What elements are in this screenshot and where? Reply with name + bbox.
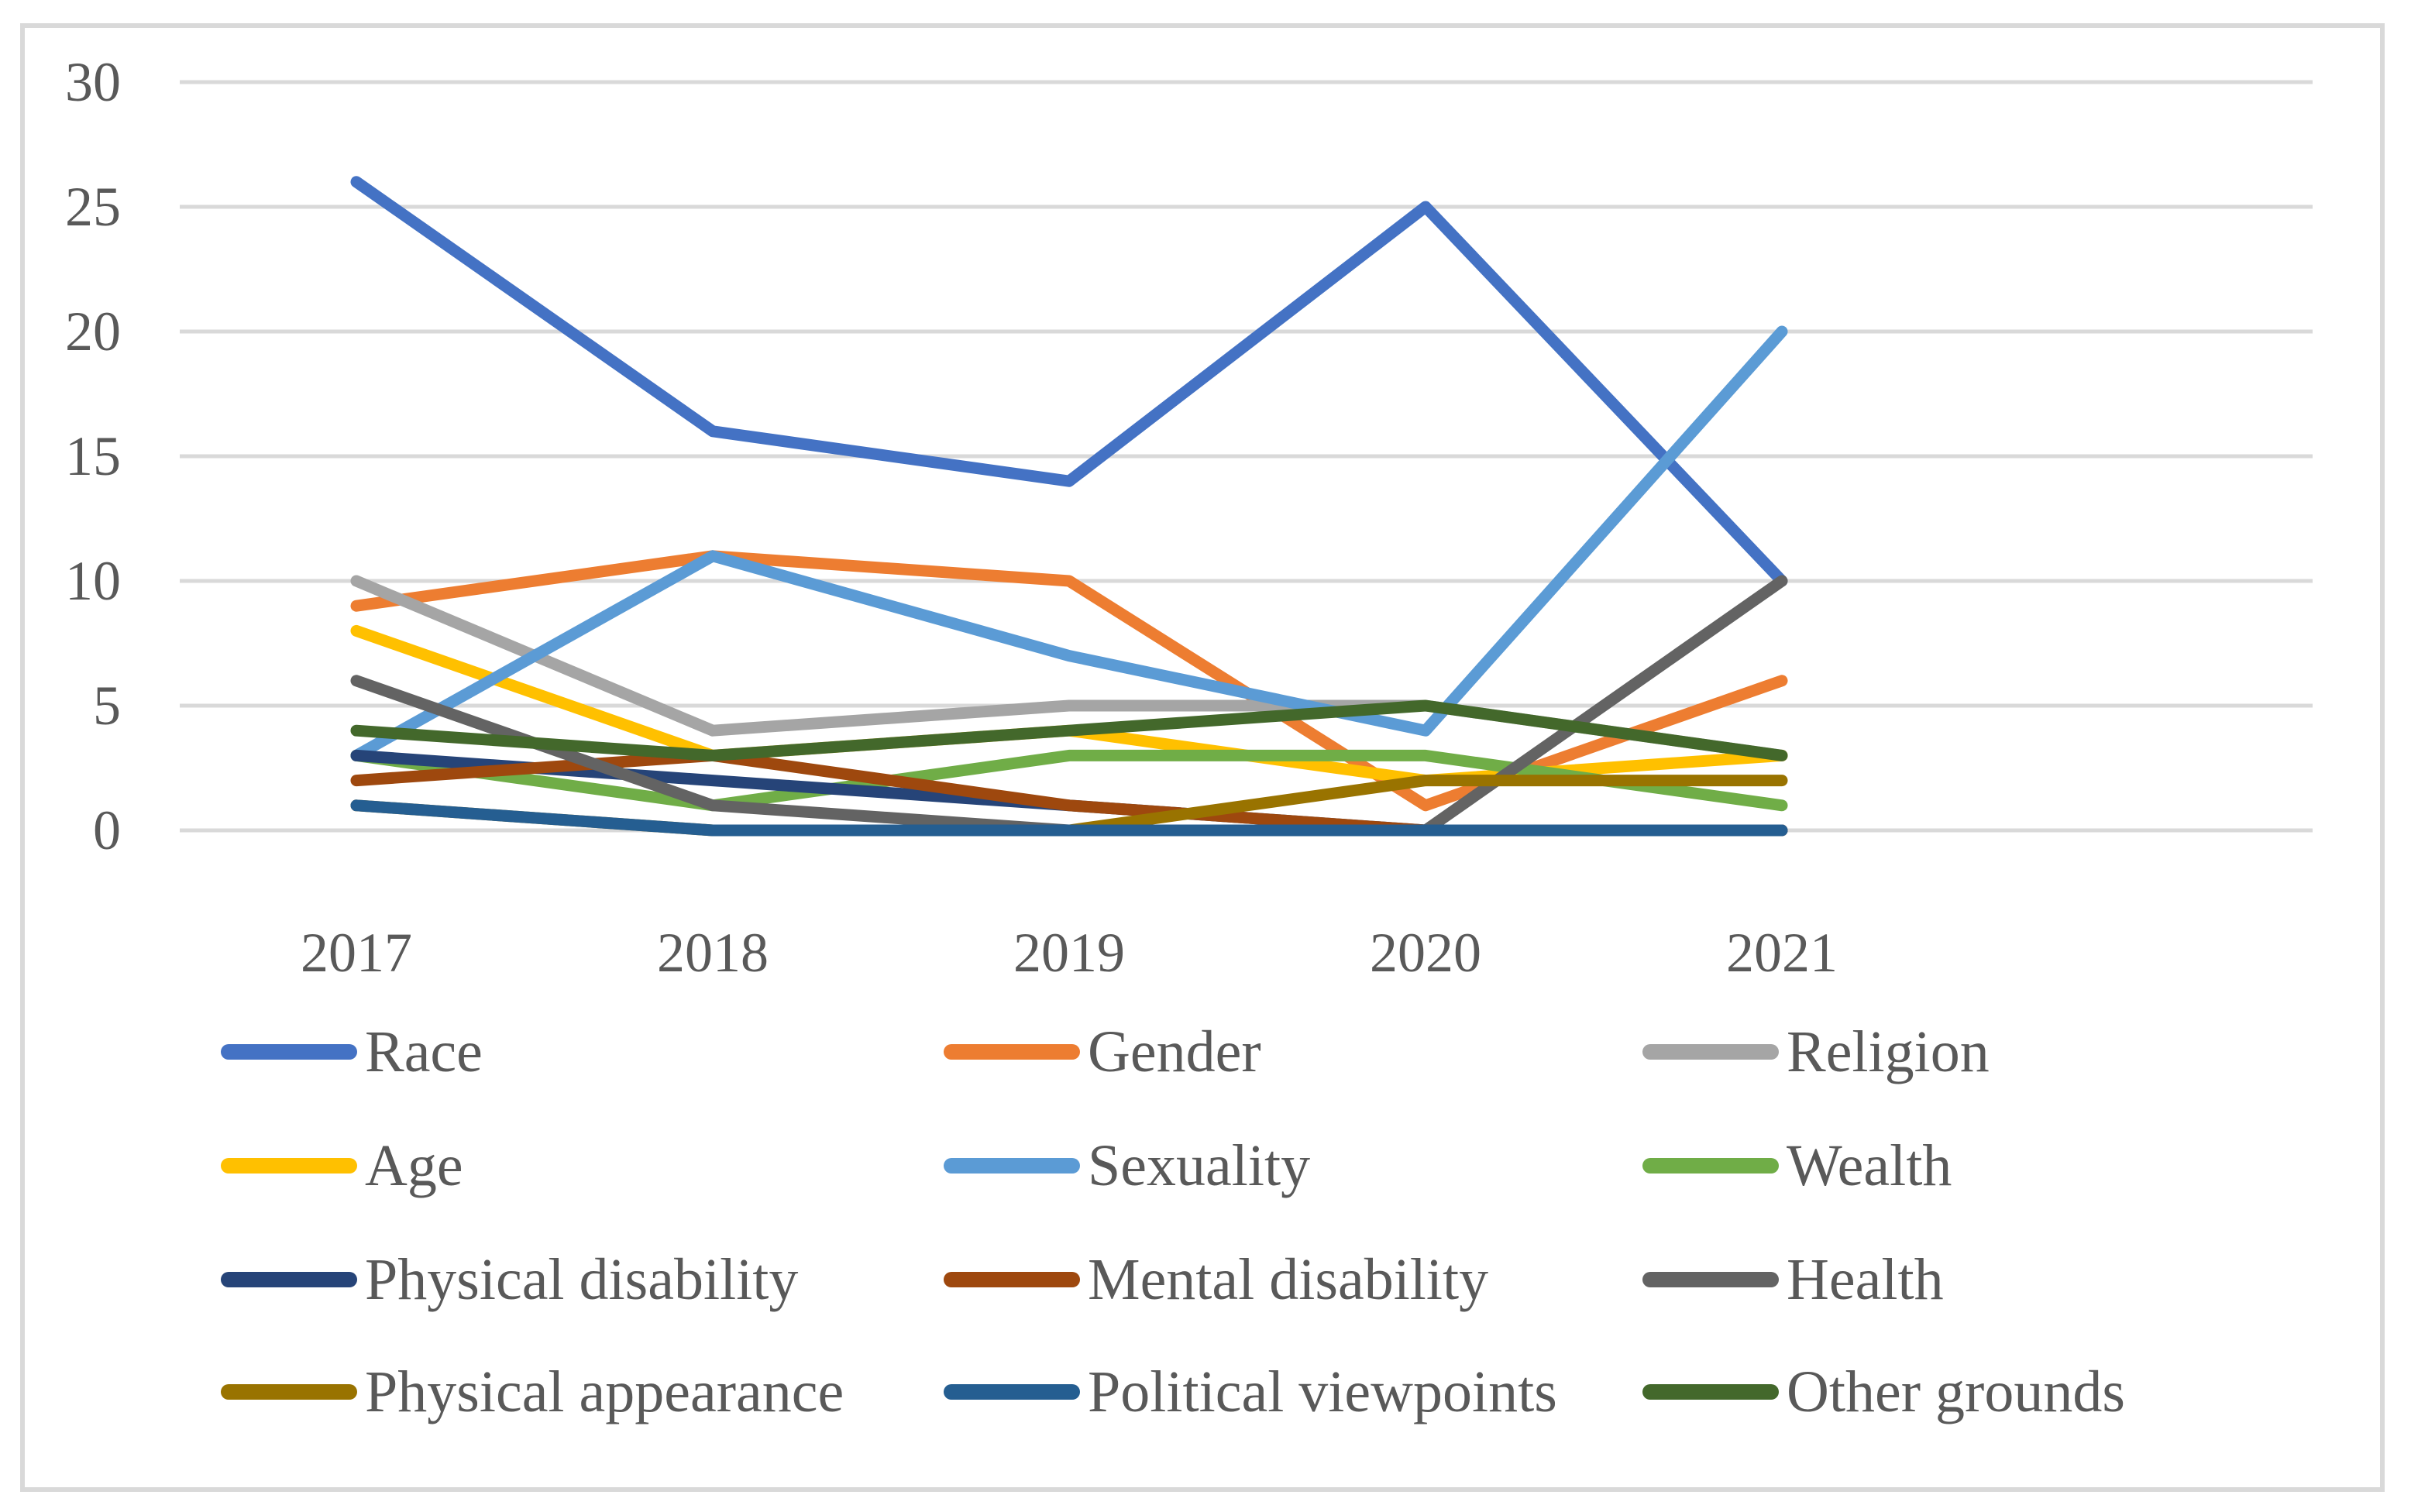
legend-label: Physical disability: [365, 1247, 799, 1312]
legend-swatch-icon: [221, 1384, 357, 1400]
legend-label: Sexuality: [1088, 1133, 1311, 1198]
legend-label: Religion: [1787, 1019, 1990, 1084]
legend-swatch-icon: [944, 1272, 1080, 1287]
legend-item-age: Age: [221, 1131, 463, 1201]
legend-label: Health: [1787, 1247, 1944, 1312]
y-tick-label-15: 15: [65, 425, 121, 487]
x-tick-label-2017: 2017: [301, 922, 412, 984]
line-series-gender: [350, 550, 1788, 812]
legend-swatch-icon: [944, 1044, 1080, 1060]
line-series-other-grounds: [350, 699, 1788, 761]
legend-label: Mental disability: [1088, 1247, 1489, 1312]
y-tick-label-20: 20: [65, 301, 121, 363]
legend-item-wealth: Wealth: [1642, 1131, 1952, 1201]
legend-label: Age: [365, 1133, 463, 1198]
legend-item-mental-disability: Mental disability: [944, 1245, 1488, 1314]
line-series-sexuality: [350, 325, 1788, 761]
legend-item-health: Health: [1642, 1245, 1944, 1314]
legend-label: Physical appearance: [365, 1359, 844, 1424]
legend-swatch-icon: [944, 1158, 1080, 1174]
legend-item-sexuality: Sexuality: [944, 1131, 1310, 1201]
legend-label: Race: [365, 1019, 483, 1084]
legend-swatch-icon: [1642, 1044, 1779, 1060]
legend-swatch-icon: [221, 1044, 357, 1060]
legend-swatch-icon: [221, 1158, 357, 1174]
gridlines: [180, 80, 2313, 833]
series-lines: [350, 176, 1788, 837]
legend-swatch-icon: [1642, 1158, 1779, 1174]
legend-item-gender: Gender: [944, 1017, 1261, 1087]
legend-item-race: Race: [221, 1017, 483, 1087]
legend-label: Gender: [1088, 1019, 1261, 1084]
legend-swatch-icon: [221, 1272, 357, 1287]
legend-label: Wealth: [1787, 1133, 1952, 1198]
legend-swatch-icon: [1642, 1272, 1779, 1287]
legend-item-religion: Religion: [1642, 1017, 1990, 1087]
x-tick-label-2019: 2019: [1013, 922, 1125, 984]
legend-item-physical-disability: Physical disability: [221, 1245, 798, 1314]
x-tick-label-2020: 2020: [1370, 922, 1481, 984]
line-series-wealth: [350, 749, 1788, 812]
y-tick-label-10: 10: [65, 550, 121, 612]
legend-swatch-icon: [944, 1384, 1080, 1400]
y-tick-label-25: 25: [65, 176, 121, 238]
legend-item-political-viewpoints: Political viewpoints: [944, 1357, 1557, 1427]
legend-item-physical-appearance: Physical appearance: [221, 1357, 844, 1427]
x-tick-label-2018: 2018: [657, 922, 769, 984]
y-tick-label-0: 0: [93, 799, 121, 861]
y-tick-label-5: 5: [93, 675, 121, 737]
x-tick-label-2021: 2021: [1726, 922, 1838, 984]
line-series-race: [350, 176, 1788, 587]
line-series-political-viewpoints: [350, 799, 1788, 837]
y-tick-label-30: 30: [65, 51, 121, 113]
legend-label: Other grounds: [1787, 1359, 2125, 1424]
legend-label: Political viewpoints: [1088, 1359, 1557, 1424]
legend-swatch-icon: [1642, 1384, 1779, 1400]
legend-item-other-grounds: Other grounds: [1642, 1357, 2125, 1427]
